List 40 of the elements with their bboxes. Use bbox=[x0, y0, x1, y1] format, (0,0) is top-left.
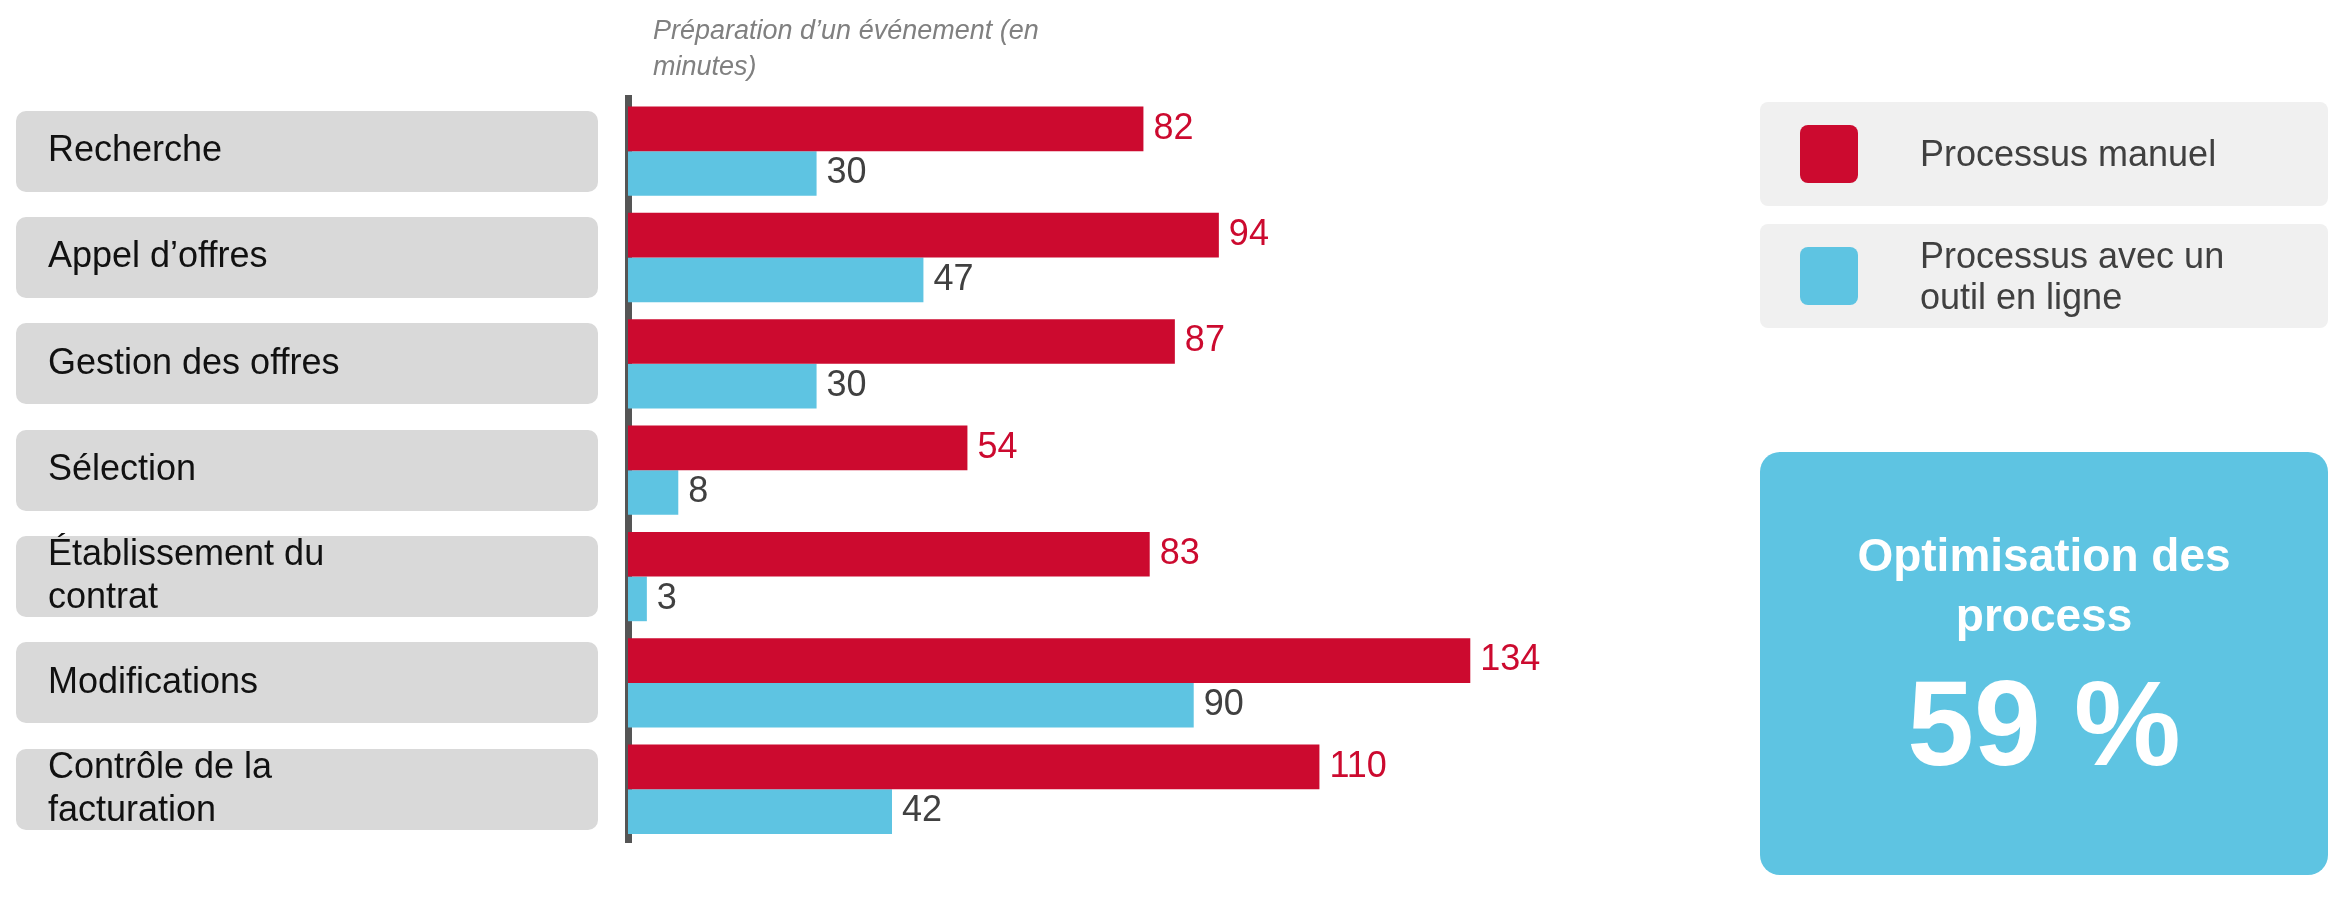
data-label: 42 bbox=[902, 788, 943, 830]
y-tick-label: Contrôle de la facturation bbox=[48, 744, 274, 829]
data-label: 30 bbox=[826, 363, 867, 405]
legend-label: Processus avec un outil en ligne bbox=[1920, 234, 2226, 318]
data-label: 82 bbox=[1153, 105, 1194, 147]
bar bbox=[628, 744, 1320, 790]
bar bbox=[628, 531, 1150, 577]
bar bbox=[628, 638, 1471, 683]
bar bbox=[628, 212, 1219, 258]
data-label: 3 bbox=[656, 575, 677, 617]
y-tick-label: Gestion des offres bbox=[48, 340, 340, 382]
data-label: 83 bbox=[1159, 531, 1200, 573]
y-tick-label: Appel d’offres bbox=[48, 234, 268, 276]
bar bbox=[628, 789, 892, 834]
data-label: 90 bbox=[1203, 682, 1244, 724]
y-tick-label: Modifications bbox=[48, 659, 259, 701]
bar bbox=[628, 576, 647, 622]
legend-label: Processus manuel bbox=[1920, 133, 2218, 175]
text: 59 % bbox=[1907, 655, 2181, 793]
bar bbox=[628, 425, 968, 471]
bar bbox=[628, 682, 1194, 728]
text: Optimisation des process bbox=[1856, 527, 2232, 643]
y-tick-label: Établissement du contrat bbox=[48, 531, 325, 617]
data-label: 54 bbox=[977, 424, 1018, 466]
data-label: 47 bbox=[933, 256, 974, 298]
bar bbox=[628, 470, 679, 515]
data-label: 30 bbox=[826, 150, 867, 192]
data-label: 8 bbox=[688, 469, 709, 511]
y-tick-label: Recherche bbox=[48, 128, 223, 170]
data-label: 134 bbox=[1480, 637, 1541, 679]
data-label: 87 bbox=[1184, 318, 1225, 360]
data-label: 110 bbox=[1329, 743, 1387, 785]
data-label: 94 bbox=[1228, 212, 1269, 254]
chart-title: Préparation d’un événement (en minutes) bbox=[653, 14, 1040, 84]
bar bbox=[628, 257, 924, 303]
y-tick-label: Sélection bbox=[48, 447, 197, 489]
bar bbox=[628, 363, 817, 409]
bar bbox=[628, 319, 1175, 364]
bar bbox=[628, 151, 817, 196]
bar bbox=[628, 106, 1144, 152]
